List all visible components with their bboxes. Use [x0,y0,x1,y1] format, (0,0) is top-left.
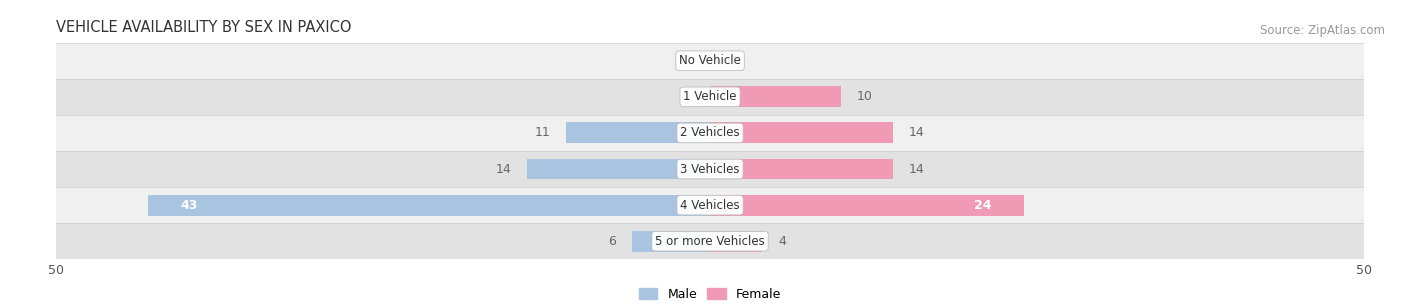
Text: 5 or more Vehicles: 5 or more Vehicles [655,235,765,248]
Legend: Male, Female: Male, Female [638,288,782,301]
Text: 10: 10 [856,90,872,103]
Text: 14: 14 [495,163,512,175]
Text: No Vehicle: No Vehicle [679,54,741,67]
Text: 14: 14 [908,163,925,175]
Text: 0: 0 [682,54,690,67]
Text: VEHICLE AVAILABILITY BY SEX IN PAXICO: VEHICLE AVAILABILITY BY SEX IN PAXICO [56,20,352,34]
Text: 14: 14 [908,127,925,139]
Bar [527,159,710,179]
Text: Source: ZipAtlas.com: Source: ZipAtlas.com [1260,24,1385,38]
Bar [631,231,710,252]
Text: 2 Vehicles: 2 Vehicles [681,127,740,139]
Text: 11: 11 [534,127,551,139]
Bar [148,195,710,216]
Bar [56,151,1364,187]
Bar [56,43,1364,79]
Text: 43: 43 [180,199,198,212]
Bar [710,86,841,107]
Bar [56,115,1364,151]
Bar [710,195,1024,216]
Bar [710,231,762,252]
Text: 0: 0 [730,54,738,67]
Bar [56,187,1364,223]
Bar [710,159,893,179]
Text: 24: 24 [974,199,991,212]
Text: 0: 0 [682,90,690,103]
Bar [710,123,893,143]
Text: 1 Vehicle: 1 Vehicle [683,90,737,103]
Text: 4 Vehicles: 4 Vehicles [681,199,740,212]
Text: 3 Vehicles: 3 Vehicles [681,163,740,175]
Text: 4: 4 [778,235,786,248]
Bar [567,123,710,143]
Text: 6: 6 [607,235,616,248]
Bar [56,223,1364,259]
Bar [56,79,1364,115]
